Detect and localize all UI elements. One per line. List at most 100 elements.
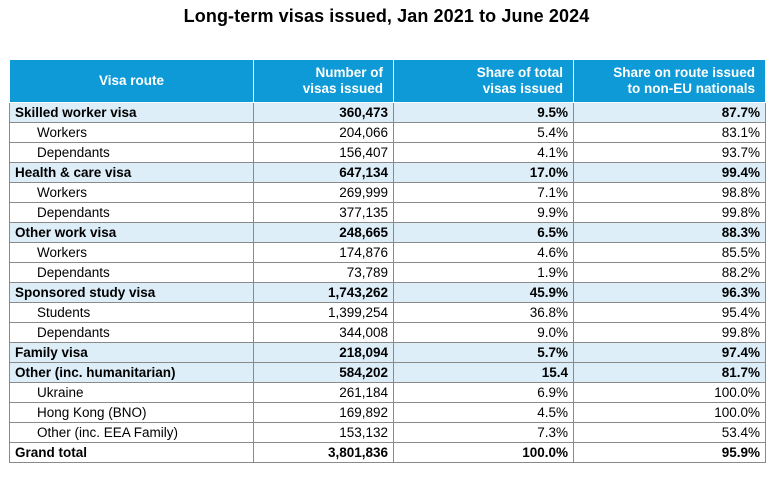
row-non-eu: 88.2%: [573, 262, 766, 283]
row-non-eu: 95.9%: [573, 442, 766, 463]
table-row: Other (inc. humanitarian) 584,202 15.4 8…: [9, 362, 766, 383]
header-visa-route: Visa route: [9, 59, 254, 103]
row-share: 9.0%: [393, 322, 574, 343]
row-label: Other work visa: [9, 222, 254, 243]
table-row: Students 1,399,254 36.8% 95.4%: [9, 302, 766, 323]
table-row: Dependants 377,135 9.9% 99.8%: [9, 202, 766, 223]
row-non-eu: 97.4%: [573, 342, 766, 363]
row-number: 153,132: [253, 422, 394, 443]
row-number: 156,407: [253, 142, 394, 163]
header-visa-route-label: Visa route: [98, 73, 165, 88]
row-non-eu: 99.8%: [573, 202, 766, 223]
header-noneu-line2: to non-EU nationals: [627, 81, 756, 96]
table-row: Workers 174,876 4.6% 85.5%: [9, 242, 766, 263]
header-number-line2: visas issued: [302, 81, 383, 96]
row-label: Sponsored study visa: [9, 282, 254, 303]
row-label: Health & care visa: [9, 162, 254, 183]
row-share: 5.7%: [393, 342, 574, 363]
table-row: Health & care visa 647,134 17.0% 99.4%: [9, 162, 766, 183]
row-non-eu: 96.3%: [573, 282, 766, 303]
row-number: 204,066: [253, 122, 394, 143]
row-number: 1,743,262: [253, 282, 394, 303]
row-label: Students: [9, 302, 254, 323]
row-label: Workers: [9, 182, 254, 203]
row-non-eu: 100.0%: [573, 402, 766, 423]
row-share: 6.9%: [393, 382, 574, 403]
row-share: 100.0%: [393, 442, 574, 463]
row-share: 36.8%: [393, 302, 574, 323]
row-non-eu: 81.7%: [573, 362, 766, 383]
table-row: Hong Kong (BNO) 169,892 4.5% 100.0%: [9, 402, 766, 423]
row-non-eu: 93.7%: [573, 142, 766, 163]
row-label: Grand total: [9, 442, 254, 463]
table-row: Sponsored study visa 1,743,262 45.9% 96.…: [9, 282, 766, 303]
row-number: 218,094: [253, 342, 394, 363]
row-label: Workers: [9, 242, 254, 263]
header-share-line2: visas issued: [482, 81, 563, 96]
row-share: 4.6%: [393, 242, 574, 263]
row-number: 3,801,836: [253, 442, 394, 463]
header-share-line1: Share of total: [476, 65, 563, 80]
header-noneu-line1: Share on route issued: [613, 65, 755, 80]
header-number-line1: Number of: [315, 65, 384, 80]
row-label: Skilled worker visa: [9, 102, 254, 123]
row-non-eu: 87.7%: [573, 102, 766, 123]
row-number: 377,135: [253, 202, 394, 223]
row-number: 269,999: [253, 182, 394, 203]
row-non-eu: 85.5%: [573, 242, 766, 263]
row-share: 9.9%: [393, 202, 574, 223]
row-non-eu: 98.8%: [573, 182, 766, 203]
row-label: Hong Kong (BNO): [9, 402, 254, 423]
page-title: Long-term visas issued, Jan 2021 to June…: [183, 6, 590, 26]
table-row: Other (inc. EEA Family) 153,132 7.3% 53.…: [9, 422, 766, 443]
row-label: Other (inc. EEA Family): [9, 422, 254, 443]
row-number: 647,134: [253, 162, 394, 183]
row-number: 344,008: [253, 322, 394, 343]
row-non-eu: 99.8%: [573, 322, 766, 343]
table-row: Workers 204,066 5.4% 83.1%: [9, 122, 766, 143]
header-share-non-eu: Share on route issued to non-EU national…: [573, 59, 766, 103]
row-label: Family visa: [9, 342, 254, 363]
row-number: 248,665: [253, 222, 394, 243]
header-share-total: Share of total visas issued: [393, 59, 574, 103]
table-header-row: Visa route Number of visas issued Share …: [9, 59, 766, 103]
table-row: Dependants 344,008 9.0% 99.8%: [9, 322, 766, 343]
row-number: 1,399,254: [253, 302, 394, 323]
row-non-eu: 99.4%: [573, 162, 766, 183]
row-number: 174,876: [253, 242, 394, 263]
row-label: Dependants: [9, 322, 254, 343]
table-row: Other work visa 248,665 6.5% 88.3%: [9, 222, 766, 243]
row-number: 73,789: [253, 262, 394, 283]
table-row: Dependants 156,407 4.1% 93.7%: [9, 142, 766, 163]
row-share: 7.3%: [393, 422, 574, 443]
row-share: 6.5%: [393, 222, 574, 243]
row-label: Workers: [9, 122, 254, 143]
row-share: 15.4: [393, 362, 574, 383]
row-non-eu: 53.4%: [573, 422, 766, 443]
row-label: Dependants: [9, 142, 254, 163]
row-label: Other (inc. humanitarian): [9, 362, 254, 383]
row-number: 169,892: [253, 402, 394, 423]
row-label: Ukraine: [9, 382, 254, 403]
row-share: 4.1%: [393, 142, 574, 163]
table-row: Family visa 218,094 5.7% 97.4%: [9, 342, 766, 363]
table-row: Workers 269,999 7.1% 98.8%: [9, 182, 766, 203]
row-non-eu: 100.0%: [573, 382, 766, 403]
row-number: 584,202: [253, 362, 394, 383]
header-number-issued: Number of visas issued: [253, 59, 394, 103]
row-number: 261,184: [253, 382, 394, 403]
table-row: Skilled worker visa 360,473 9.5% 87.7%: [9, 102, 766, 123]
row-non-eu: 95.4%: [573, 302, 766, 323]
row-share: 45.9%: [393, 282, 574, 303]
row-label: Dependants: [9, 262, 254, 283]
grand-total-row: Grand total 3,801,836 100.0% 95.9%: [9, 442, 766, 463]
visa-table: Visa route Number of visas issued Share …: [9, 59, 766, 463]
row-share: 17.0%: [393, 162, 574, 183]
row-number: 360,473: [253, 102, 394, 123]
row-share: 9.5%: [393, 102, 574, 123]
table-row: Dependants 73,789 1.9% 88.2%: [9, 262, 766, 283]
row-non-eu: 88.3%: [573, 222, 766, 243]
row-label: Dependants: [9, 202, 254, 223]
row-non-eu: 83.1%: [573, 122, 766, 143]
row-share: 5.4%: [393, 122, 574, 143]
